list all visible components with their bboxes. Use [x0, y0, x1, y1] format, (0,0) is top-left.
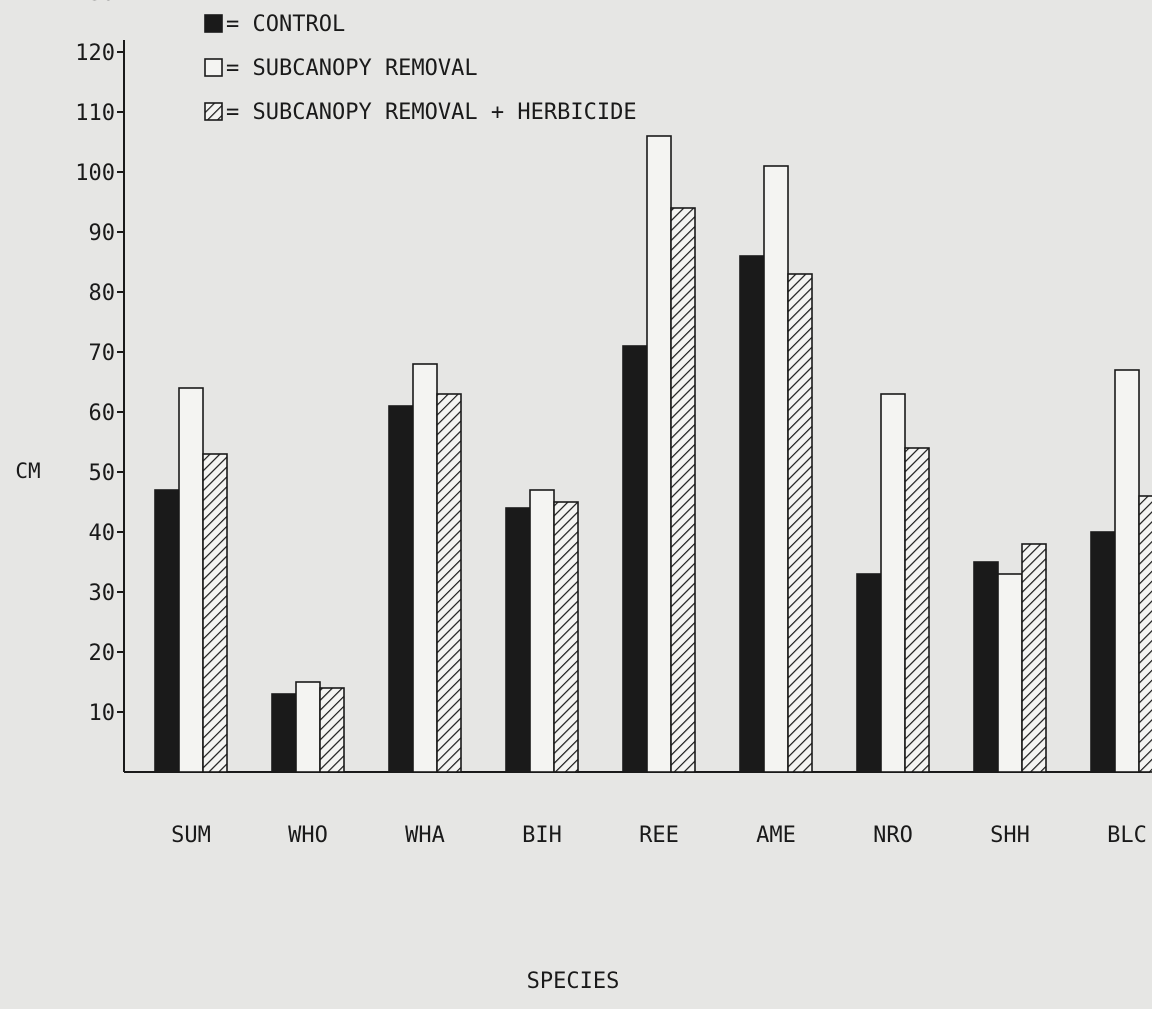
bar-blc-3 [1138, 495, 1152, 773]
bar-nro-3 [904, 447, 930, 773]
x-tick-label-wha: WHA [405, 823, 445, 848]
x-tick-label-blc: BLC [1107, 823, 1147, 848]
y-tick-label-110: 110 [75, 101, 115, 126]
bar-nro-2 [880, 393, 906, 773]
y-tick-label-90: 90 [89, 221, 116, 246]
bar-ree-2 [646, 135, 672, 773]
bar-sum-3 [202, 453, 228, 773]
bar-bih-3 [553, 501, 579, 773]
bar-ame-2 [763, 165, 789, 773]
bar-ree-1 [622, 345, 648, 773]
bar-wha-2 [412, 363, 438, 773]
bar-nro-1 [856, 573, 882, 773]
bar-bih-1 [505, 507, 531, 773]
x-tick-label-bih: BIH [522, 823, 562, 848]
bar-who-3 [319, 687, 345, 773]
x-tick-label-who: WHO [288, 823, 328, 848]
y-tick-label-130: 130 [75, 0, 115, 6]
bar-wha-1 [388, 405, 414, 773]
y-tick-label-30: 30 [89, 581, 116, 606]
bar-ame-3 [787, 273, 813, 773]
bar-sum-2 [178, 387, 204, 773]
y-tick-label-80: 80 [89, 281, 116, 306]
x-tick-label-ame: AME [756, 823, 796, 848]
x-tick-label-sum: SUM [171, 823, 211, 848]
bar-who-2 [295, 681, 321, 773]
legend-swatch-3 [204, 102, 223, 121]
x-tick-label-shh: SHH [990, 823, 1030, 848]
y-axis-label: CM [15, 459, 40, 483]
y-tick-label-120: 120 [75, 41, 115, 66]
y-tick-label-60: 60 [89, 401, 116, 426]
y-tick-label-20: 20 [89, 641, 116, 666]
y-tick-label-70: 70 [89, 341, 116, 366]
bar-ree-3 [670, 207, 696, 773]
legend-swatch-2 [204, 58, 223, 77]
legend-swatch-1 [204, 14, 223, 33]
bar-who-1 [271, 693, 297, 773]
bar-sum-1 [154, 489, 180, 773]
x-tick-label-ree: REE [639, 823, 679, 848]
y-tick-label-10: 10 [89, 701, 116, 726]
x-tick-label-nro: NRO [873, 823, 913, 848]
bar-shh-1 [973, 561, 999, 773]
legend-label-2: = SUBCANOPY REMOVAL [226, 56, 478, 81]
plot-area: 10 20 30 40 50 60 70 80 90 100 110 120 130 SUM WHO WHA B… [75, 0, 1152, 848]
bar-wha-3 [436, 393, 462, 773]
bar-bih-2 [529, 489, 555, 773]
bar-shh-3 [1021, 543, 1047, 773]
y-tick-label-40: 40 [89, 521, 116, 546]
legend-label-1: = CONTROL [226, 12, 345, 37]
x-axis-label: SPECIES [527, 969, 620, 994]
legend: = CONTROL = SUBCANOPY REMOVAL = SUBCANOPY … [204, 12, 637, 125]
y-tick-label-100: 100 [75, 161, 115, 186]
y-tick-label-50: 50 [89, 461, 116, 486]
bar-ame-1 [739, 255, 765, 773]
bar-shh-2 [997, 573, 1023, 773]
bar-blc-2 [1114, 369, 1140, 773]
legend-label-3: = SUBCANOPY REMOVAL + HERBICIDE [226, 100, 637, 125]
bar-blc-1 [1090, 531, 1116, 773]
